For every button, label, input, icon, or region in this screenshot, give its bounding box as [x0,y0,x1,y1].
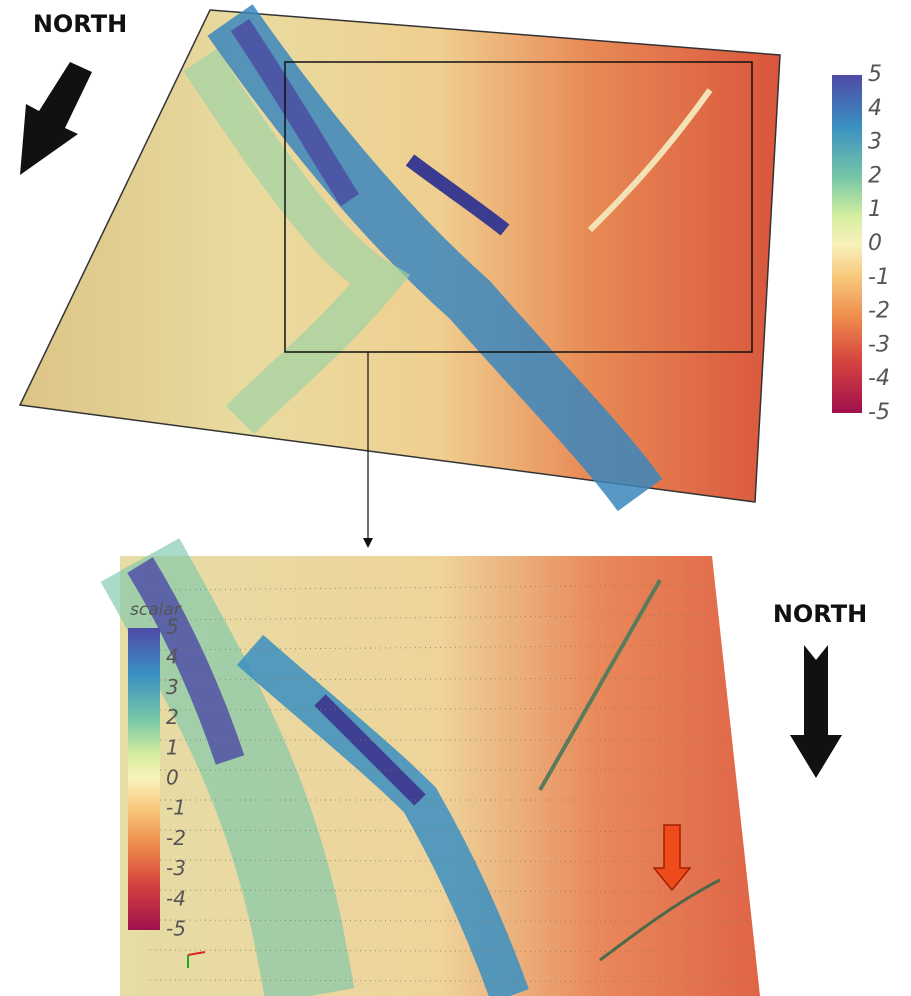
colorbar-tick-label: -2 [166,826,186,850]
colorbar-tick-label: -5 [166,917,186,941]
colorbar [128,628,160,930]
colorbar-tick-label: 0 [868,231,882,256]
north-arrow [790,645,842,778]
colorbar [832,75,862,413]
colorbar-tick-label: -1 [166,796,186,820]
north-label: NORTH [33,10,127,38]
colorbar-tick-label: 2 [868,163,882,188]
colorbar-tick-label: 5 [868,62,882,87]
figure: NORTH scalar NORTH 543210-1-2-3-4-554321… [0,0,911,996]
colorbar-tick-label: 3 [166,675,179,699]
colorbar-tick-label: -1 [868,265,890,290]
colorbar-tick-label: -5 [868,400,890,425]
bottom-terrain [120,556,760,996]
colorbar-tick-label: 4 [166,645,179,669]
colorbar-tick-label: 1 [166,735,179,759]
colorbar-tick-label: -3 [868,332,890,357]
colorbar-tick-label: 5 [166,615,179,639]
north-arrow [20,62,92,175]
colorbar-tick-label: 1 [868,197,882,222]
colorbar-tick-label: -3 [166,856,186,880]
top-terrain [20,10,780,548]
colorbar-tick-label: 4 [868,96,882,121]
colorbar-tick-label: -4 [166,886,186,910]
colorbar-tick-label: -2 [868,299,890,324]
colorbar-tick-label: 0 [166,766,179,790]
colorbar-tick-label: -4 [868,366,890,391]
north-label: NORTH [773,600,867,628]
colorbar-tick-label: 2 [166,705,179,729]
colorbar-tick-label: 3 [868,130,882,155]
